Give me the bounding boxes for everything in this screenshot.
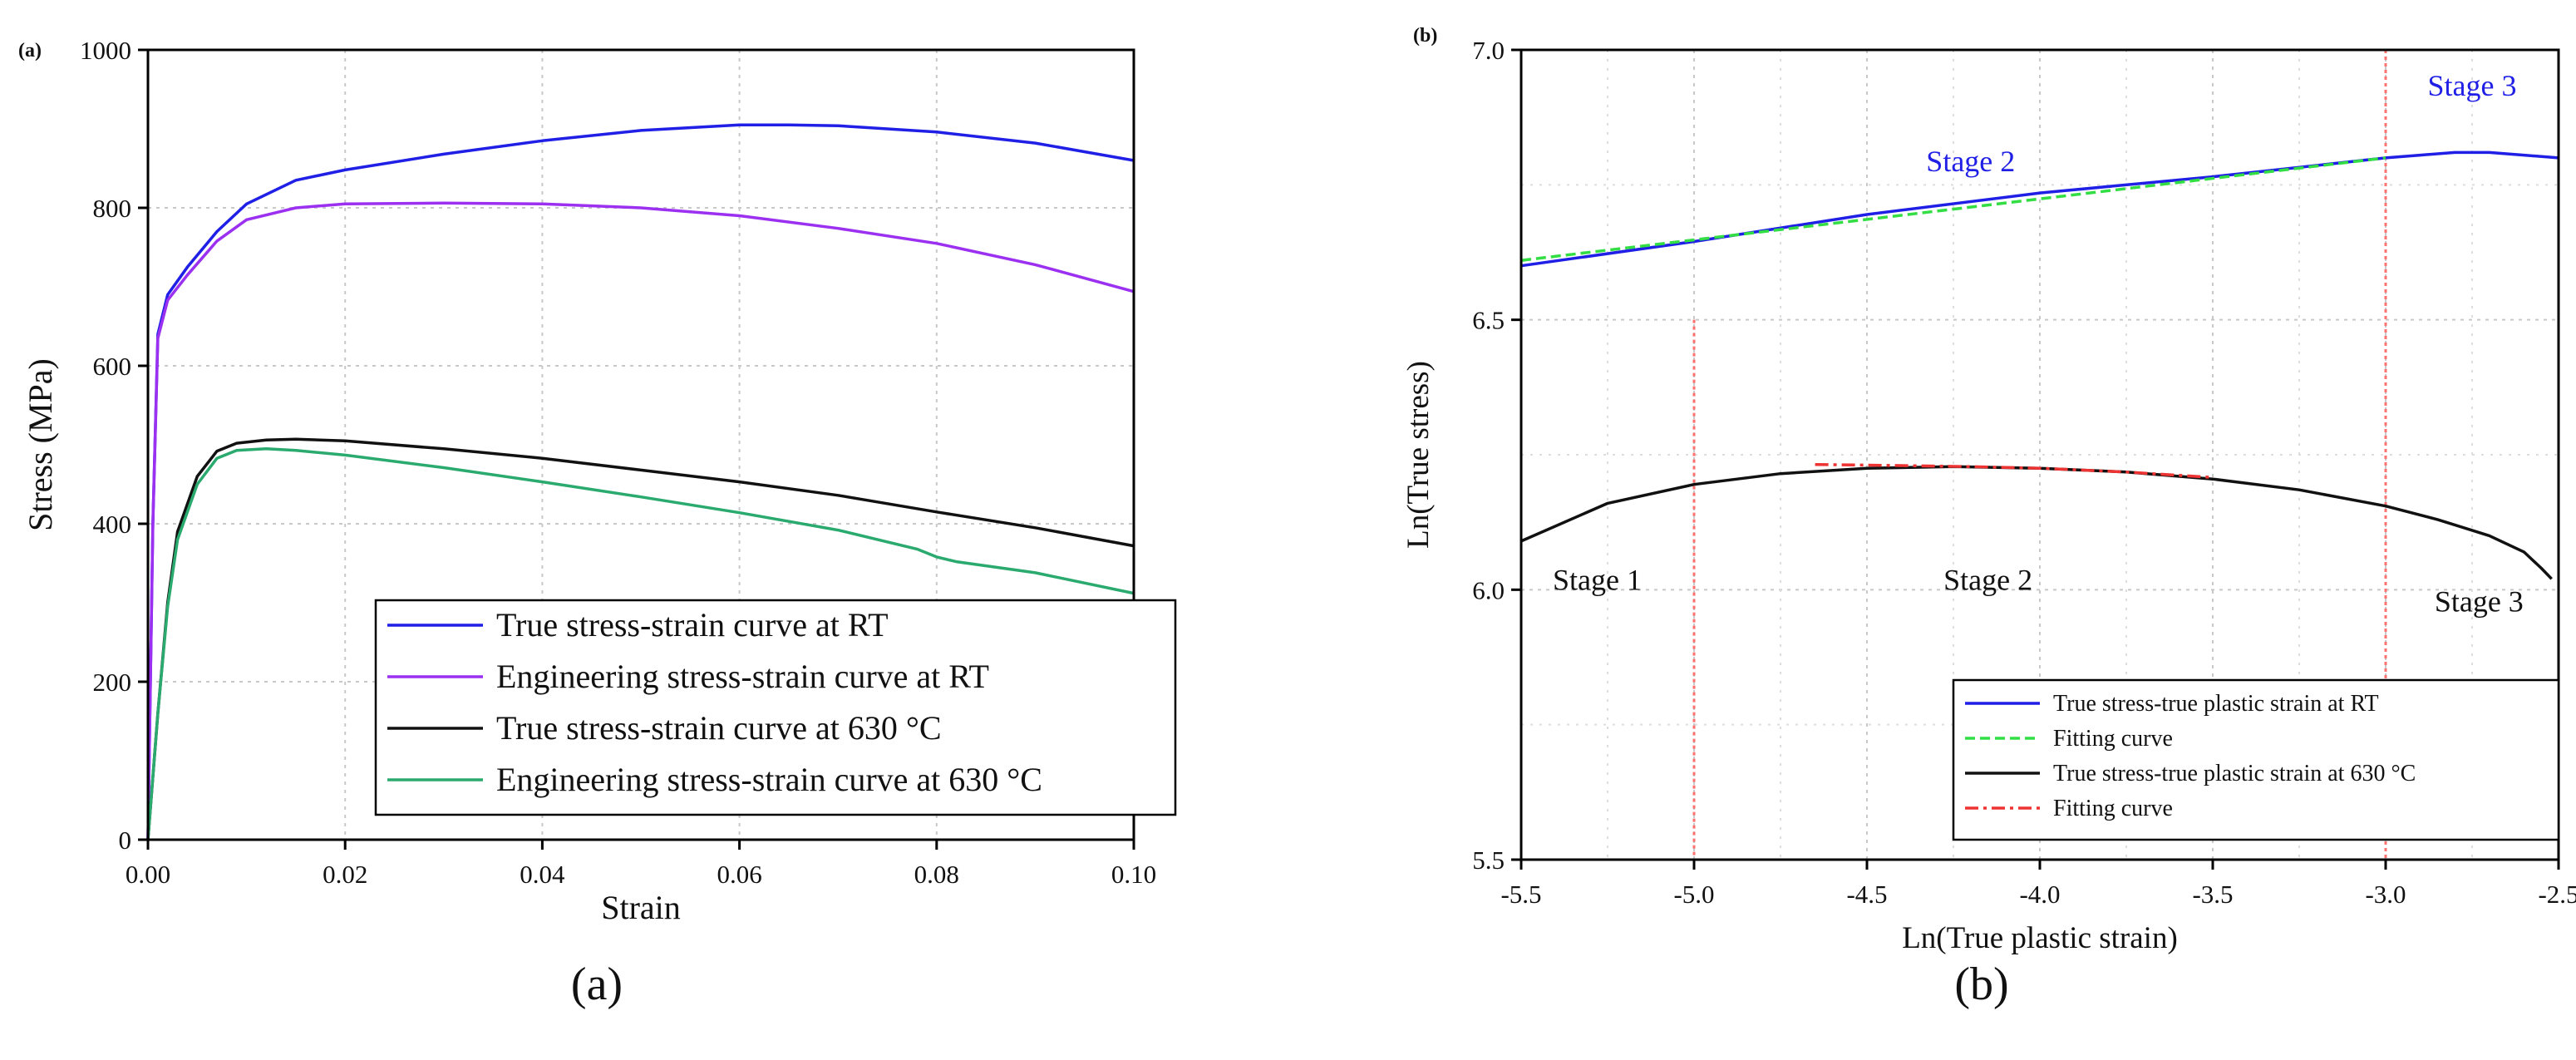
b-x-tick-label: -5.5	[1500, 880, 1541, 909]
a-legend-box	[374, 599, 1177, 816]
b-series-line-2	[1520, 156, 2386, 262]
b-legend-label-1: True stress-true plastic strain at RT	[2053, 691, 2379, 717]
b-y-tick-label: 7.0	[1472, 36, 1505, 65]
b-legend-label-3: True stress-true plastic strain at 630 °…	[2053, 761, 2416, 786]
a-y-tick-label: 600	[93, 352, 132, 381]
b-x-tick-label: -3.0	[2365, 880, 2406, 909]
a-y-tick-label: 400	[93, 510, 132, 539]
a-y-tick-label: 1000	[80, 36, 131, 65]
a-series-line-2	[146, 201, 1135, 841]
b-stage-annotation: Stage 2	[1943, 563, 2032, 596]
a-legend-label-2: Engineering stress-strain curve at RT	[496, 658, 989, 695]
b-x-tick-label: -4.5	[1846, 880, 1887, 909]
b-legend-box	[1952, 678, 2560, 841]
a-legend-label-1: True stress-strain curve at RT	[496, 606, 889, 643]
a-y-tick-label: 200	[93, 668, 132, 697]
b-y-axis-label: Ln(True stress)	[1401, 361, 1436, 549]
a-x-tick-label: 0.04	[520, 860, 565, 889]
a-x-tick-label: 0.10	[1111, 860, 1156, 889]
a-x-axis-label: Strain	[601, 889, 681, 926]
a-x-tick-label: 0.06	[717, 860, 761, 889]
a-panel-caption: (a)	[571, 959, 623, 1010]
a-series-line-4	[146, 447, 1135, 841]
b-x-tick-label: -2.5	[2538, 880, 2576, 909]
b-series-line-4	[1815, 462, 2214, 480]
a-y-axis-label: Stress (MPa)	[22, 358, 59, 531]
b-x-tick-label: -5.0	[1673, 880, 1714, 909]
a-y-tick-label: 800	[93, 194, 132, 223]
b-legend-label-4: Fitting curve	[2053, 796, 2173, 821]
b-stage-annotation: Stage 1	[1553, 563, 1642, 596]
b-stage-annotation: Stage 2	[1926, 145, 2015, 178]
b-y-tick-label: 5.5	[1472, 846, 1505, 875]
b-panel-tag: (b)	[1413, 25, 1437, 47]
b-x-tick-label: -3.5	[2192, 880, 2233, 909]
b-stage-annotation: Stage 3	[2428, 69, 2517, 102]
a-x-tick-label: 0.02	[323, 860, 367, 889]
a-legend-label-4: Engineering stress-strain curve at 630 °…	[496, 761, 1042, 798]
panel-b-chart: -5.5 -5.0 -4.5 -4.0 -3.5 -3.0 -2.5 5.5 6.0 6.5 7.0…	[1401, 25, 2576, 1010]
b-y-tick-label: 6.0	[1472, 575, 1505, 604]
b-x-axis-label: Ln(True plastic strain)	[1902, 921, 2178, 955]
b-stage-annotation: Stage 3	[2435, 584, 2524, 618]
a-panel-tag: (a)	[18, 40, 42, 62]
b-y-tick-label: 6.5	[1472, 306, 1505, 335]
a-legend-label-3: True stress-strain curve at 630 °C	[496, 709, 942, 747]
a-x-tick-label: 0.08	[914, 860, 959, 889]
b-panel-caption: (b)	[1954, 959, 2008, 1010]
panel-a-chart: 0.00 0.02 0.04 0.06 0.08 0.10 0 200 400 600 800 100…	[18, 36, 1177, 1010]
b-x-tick-label: -4.0	[2019, 880, 2060, 909]
b-legend-label-2: Fitting curve	[2053, 726, 2173, 752]
a-x-tick-label: 0.00	[126, 860, 170, 889]
a-axes-frame	[146, 48, 1135, 841]
a-y-tick-label: 0	[119, 826, 132, 855]
